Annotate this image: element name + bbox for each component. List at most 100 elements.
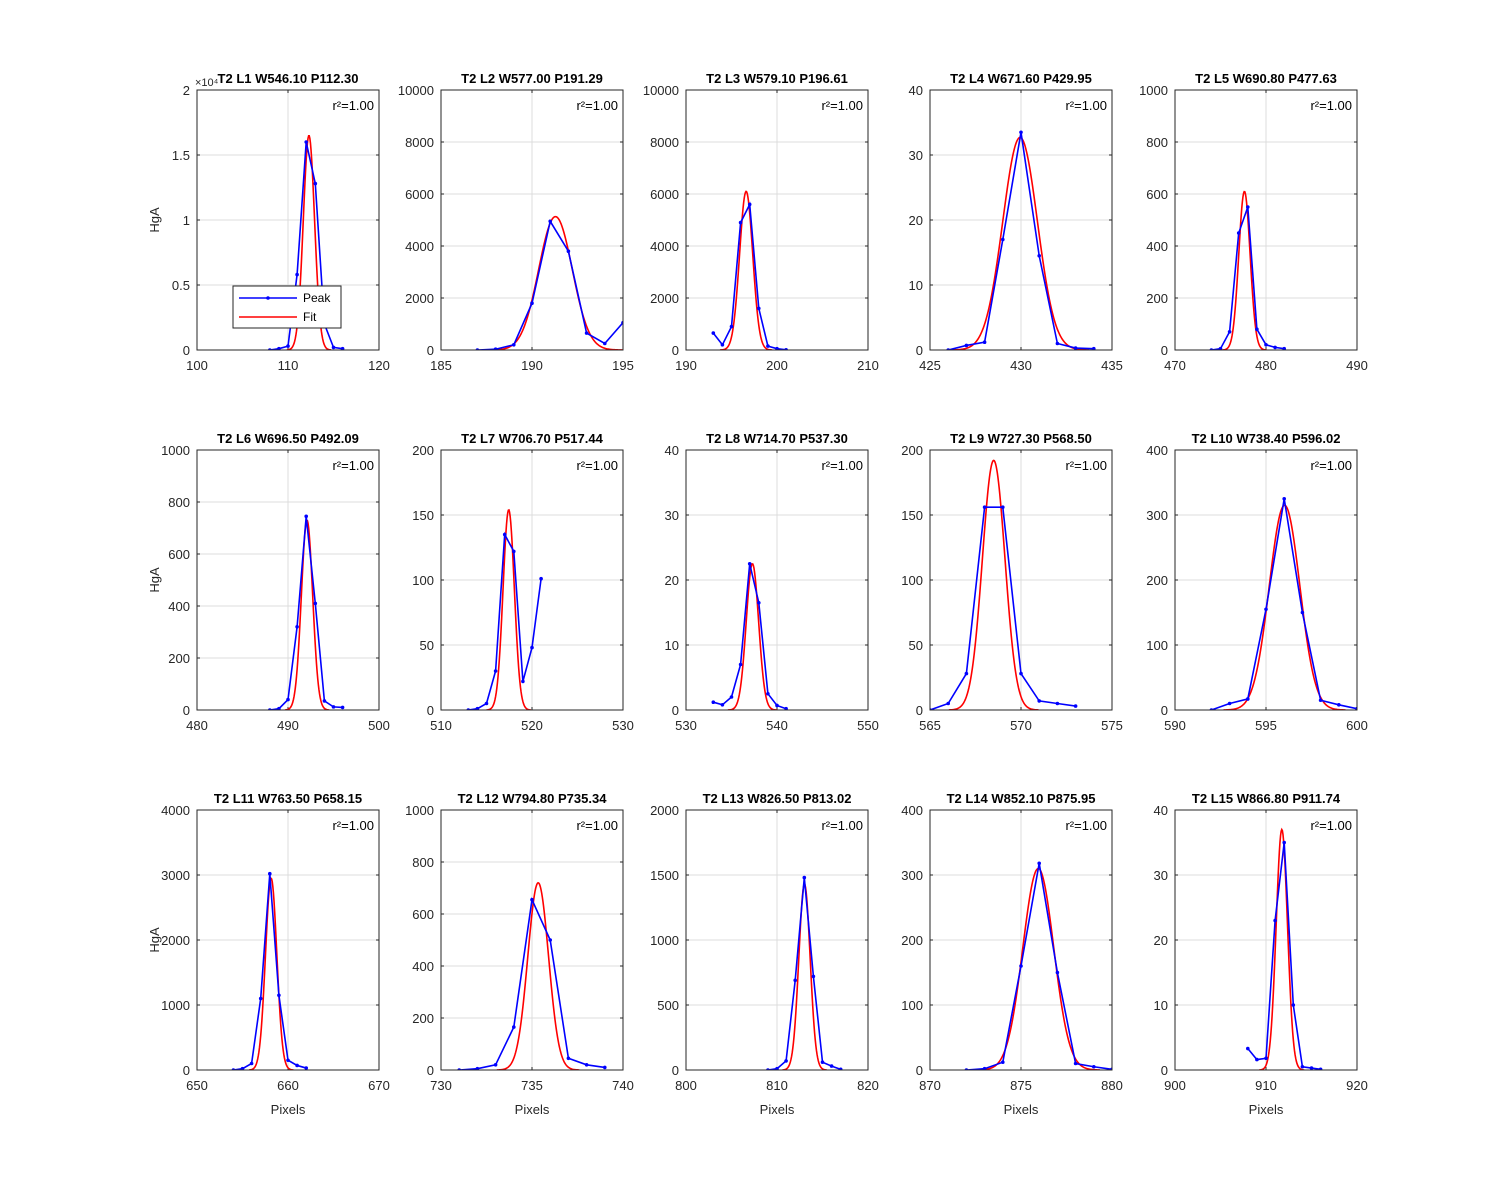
y-tick-label: 1000 bbox=[405, 803, 434, 818]
y-tick-label: 800 bbox=[1146, 135, 1168, 150]
y-tick-label: 400 bbox=[412, 959, 434, 974]
peak-point bbox=[757, 600, 761, 605]
x-tick-label: 575 bbox=[1101, 718, 1123, 733]
x-tick-label: 660 bbox=[277, 1078, 299, 1093]
y-tick-label: 20 bbox=[1154, 933, 1168, 948]
peak-point bbox=[1092, 1064, 1096, 1069]
x-axis-label: Pixels bbox=[515, 1102, 550, 1117]
x-tick-label: 200 bbox=[766, 358, 788, 373]
subplot-15: 900 910 920 0 10 20 30 40 T2 L15 W866.80 P911.74… bbox=[1154, 791, 1368, 1117]
y-tick-label: 1.5 bbox=[172, 148, 190, 163]
y-tick-label: 40 bbox=[1154, 803, 1168, 818]
peak-point bbox=[738, 662, 743, 667]
x-tick-label: 500 bbox=[368, 718, 390, 733]
y-tick-label: 600 bbox=[168, 547, 190, 562]
series-group bbox=[268, 514, 345, 710]
peak-point bbox=[603, 1065, 607, 1070]
peak-point bbox=[829, 1064, 834, 1068]
x-tick-label: 670 bbox=[368, 1078, 390, 1093]
x-tick-label: 490 bbox=[1346, 358, 1368, 373]
x-tick-label: 590 bbox=[1164, 718, 1186, 733]
series-group bbox=[475, 215, 623, 350]
peak-point bbox=[530, 897, 534, 902]
peak-point bbox=[331, 705, 336, 709]
y-tick-label: 0 bbox=[183, 703, 190, 718]
y-tick-label: 100 bbox=[412, 573, 434, 588]
peak-point bbox=[304, 140, 309, 144]
y-tick-label: 0 bbox=[427, 1063, 434, 1078]
subplot-5: 470 480 490 0 200 400 600 800 1000 T2 L5 W690.80 … bbox=[1139, 71, 1368, 373]
peak-point bbox=[502, 532, 507, 537]
x-axis-label: Pixels bbox=[271, 1102, 306, 1117]
peak-point bbox=[1001, 1060, 1005, 1064]
y-tick-label: 20 bbox=[665, 573, 679, 588]
peak-point bbox=[286, 344, 290, 348]
peak-point bbox=[820, 1060, 825, 1064]
x-tick-label: 735 bbox=[521, 1078, 543, 1093]
y-tick-label: 100 bbox=[901, 998, 923, 1013]
peak-point bbox=[340, 346, 345, 350]
y-tick-label: 1000 bbox=[1139, 83, 1168, 98]
fit-line bbox=[1259, 827, 1305, 1070]
peak-point bbox=[493, 669, 498, 673]
peak-point bbox=[1037, 861, 1041, 866]
x-tick-label: 480 bbox=[1255, 358, 1277, 373]
y-tick-label: 500 bbox=[657, 998, 679, 1013]
y-tick-label: 0 bbox=[427, 343, 434, 358]
legend-box bbox=[232, 285, 342, 329]
peak-point bbox=[1300, 610, 1305, 615]
subplot-4: 425 430 435 0 10 20 30 40 T2 L4 W671.60 P429.95 r… bbox=[909, 71, 1123, 373]
fit-line bbox=[249, 876, 294, 1070]
peak-point bbox=[1055, 970, 1060, 975]
x-tick-label: 880 bbox=[1101, 1078, 1123, 1093]
y-tick-label: 400 bbox=[1146, 443, 1168, 458]
peak-point bbox=[1246, 697, 1250, 701]
peak-point bbox=[1073, 346, 1078, 350]
series-group bbox=[466, 508, 543, 710]
peak-point bbox=[313, 181, 318, 186]
y-tick-label: 300 bbox=[1146, 508, 1168, 523]
y-tick-label: 0 bbox=[427, 703, 434, 718]
peak-point bbox=[331, 345, 336, 350]
y-axis-label: HgA bbox=[147, 927, 162, 953]
subplot-title: T2 L10 W738.40 P596.02 bbox=[1192, 431, 1341, 446]
y-tick-label: 0 bbox=[1161, 343, 1168, 358]
subplot-title: T2 L14 W852.10 P875.95 bbox=[947, 791, 1096, 806]
subplot-title: T2 L13 W826.50 P813.02 bbox=[703, 791, 852, 806]
peak-point bbox=[1337, 703, 1341, 707]
peak-point bbox=[1227, 701, 1232, 706]
axes-box bbox=[1174, 449, 1358, 711]
peak-point bbox=[603, 341, 607, 346]
x-tick-label: 110 bbox=[278, 358, 299, 373]
peak-point bbox=[277, 706, 281, 710]
y-tick-label: 100 bbox=[1146, 638, 1168, 653]
peak-point bbox=[1227, 330, 1232, 334]
x-tick-label: 565 bbox=[919, 718, 941, 733]
peak-point bbox=[1264, 607, 1268, 612]
y-tick-label: 50 bbox=[909, 638, 923, 653]
y-tick-label: 8000 bbox=[650, 135, 679, 150]
series-group bbox=[1209, 496, 1357, 710]
peak-point bbox=[729, 324, 734, 329]
x-tick-label: 650 bbox=[186, 1078, 208, 1093]
x-tick-label: 870 bbox=[919, 1078, 941, 1093]
fit-line bbox=[1222, 190, 1267, 350]
y-tick-label: 300 bbox=[901, 868, 923, 883]
y-tick-label: 100 bbox=[901, 573, 923, 588]
axes-box bbox=[685, 809, 869, 1071]
y-tick-label: 200 bbox=[901, 933, 923, 948]
peak-point bbox=[711, 331, 716, 335]
r2-annotation: r²=1.00 bbox=[332, 818, 374, 833]
peak-point bbox=[1255, 1057, 1259, 1062]
peak-point bbox=[268, 871, 272, 876]
peak-point bbox=[493, 347, 498, 350]
subplot-11: 650 660 670 0 1000 2000 3000 4000 T2 L11 W763.50… bbox=[147, 791, 390, 1117]
peak-point bbox=[738, 220, 743, 225]
axes-box bbox=[929, 449, 1113, 711]
peak-point bbox=[548, 219, 552, 224]
axes-box bbox=[929, 89, 1113, 351]
y-tick-label: 0 bbox=[1161, 1063, 1168, 1078]
peak-point bbox=[1264, 1056, 1268, 1061]
x-tick-label: 740 bbox=[612, 1078, 634, 1093]
peak-point bbox=[295, 272, 299, 277]
